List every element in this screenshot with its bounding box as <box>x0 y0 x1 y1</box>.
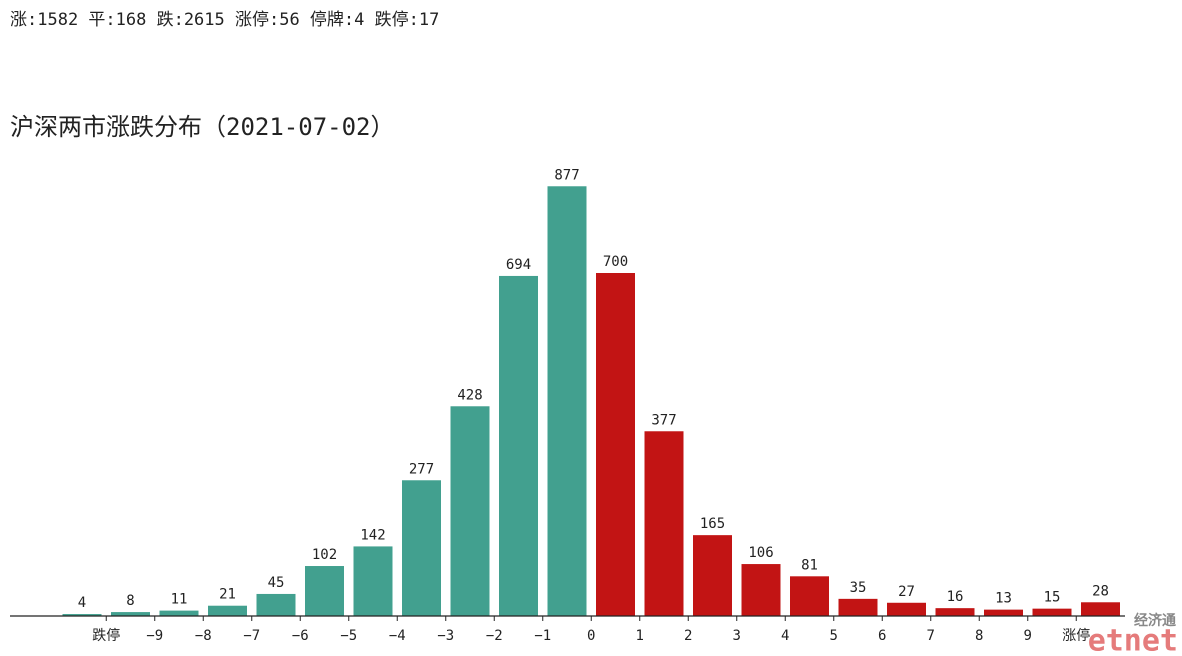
x-tick-label: 2 <box>684 628 692 644</box>
x-tick-label: −5 <box>340 628 357 644</box>
x-tick-label: 7 <box>927 628 935 644</box>
value-label: 700 <box>603 254 628 270</box>
x-tick-label: −1 <box>534 628 551 644</box>
x-tick-label: 6 <box>878 628 886 644</box>
chart-title: 沪深两市涨跌分布（2021-07-02） <box>10 113 395 141</box>
bar <box>499 275 538 616</box>
value-label: 45 <box>268 575 285 591</box>
bar <box>62 614 102 616</box>
value-label: 377 <box>651 412 676 428</box>
x-tick-label: −7 <box>243 628 260 644</box>
x-tick-label: 3 <box>733 628 741 644</box>
value-label: 877 <box>554 167 579 183</box>
bar <box>1032 608 1072 616</box>
bar <box>353 546 393 616</box>
bar <box>935 608 975 616</box>
value-label: 16 <box>947 589 964 605</box>
bar <box>402 480 441 616</box>
bar <box>984 609 1023 616</box>
bar <box>450 406 490 616</box>
value-label: 102 <box>312 547 337 563</box>
bar <box>838 598 878 616</box>
bar <box>159 610 199 616</box>
value-label: 4 <box>78 595 86 611</box>
value-label: 694 <box>506 257 531 273</box>
value-label: 13 <box>995 591 1012 607</box>
value-label: 27 <box>898 584 915 600</box>
bar <box>305 566 344 616</box>
value-label: 21 <box>219 587 236 603</box>
bar <box>644 431 684 616</box>
x-tick-label: 跌停 <box>92 627 120 644</box>
bar <box>547 186 587 616</box>
x-tick-label: 9 <box>1024 628 1032 644</box>
bar <box>887 602 926 616</box>
x-tick-label: 5 <box>830 628 838 644</box>
bar <box>256 593 296 616</box>
x-tick-label: 8 <box>975 628 983 644</box>
value-label: 8 <box>126 593 134 609</box>
bar <box>208 605 247 616</box>
watermark-logo: etnet <box>1088 624 1178 656</box>
x-tick-label: −2 <box>486 628 503 644</box>
value-label: 15 <box>1044 590 1061 606</box>
bar <box>111 612 150 616</box>
x-tick-label: 4 <box>781 628 789 644</box>
value-label: 277 <box>409 461 434 477</box>
value-label: 106 <box>748 545 773 561</box>
x-tick-label: −9 <box>146 628 163 644</box>
value-label: 165 <box>700 516 725 532</box>
x-tick-label: −4 <box>389 628 406 644</box>
x-tick-label: −8 <box>195 628 212 644</box>
summary: 涨:1582 平:168 跌:2615 涨停:56 停牌:4 跌停:17 <box>10 10 439 30</box>
x-tick-label: 1 <box>636 628 644 644</box>
value-label: 11 <box>171 592 188 608</box>
value-label: 28 <box>1092 583 1109 599</box>
value-label: 428 <box>457 387 482 403</box>
value-label: 35 <box>850 580 867 596</box>
x-tick-label: 0 <box>587 628 595 644</box>
bar <box>1081 602 1120 616</box>
x-tick-label: −6 <box>292 628 309 644</box>
bar <box>741 564 781 616</box>
value-label: 142 <box>360 527 385 543</box>
x-tick-label: −3 <box>437 628 454 644</box>
value-label: 81 <box>801 557 818 573</box>
bar <box>693 535 732 616</box>
bar <box>596 273 635 616</box>
bar <box>790 576 829 616</box>
x-tick-label: 涨停 <box>1062 627 1090 644</box>
watermark-text: 经济通 <box>1134 612 1176 629</box>
